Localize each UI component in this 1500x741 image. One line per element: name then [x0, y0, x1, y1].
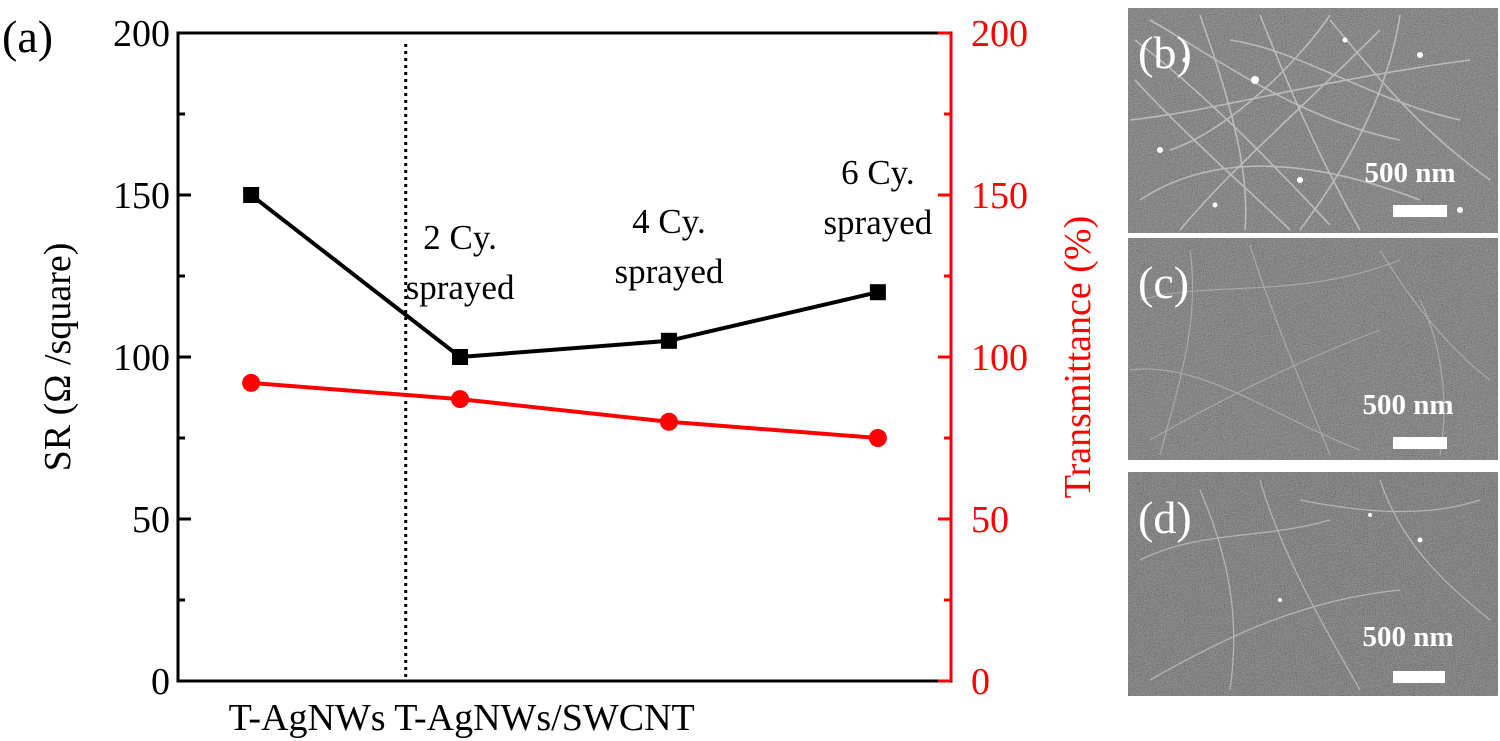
- series-line-sr: [249, 193, 879, 360]
- left-tick-label: 0: [151, 661, 170, 703]
- transmittance-point: [451, 390, 470, 409]
- panel-label-a: (a): [2, 11, 53, 62]
- x-group-label: T-AgNWs: [229, 697, 386, 739]
- y-axis-title-left: SR (Ω /square): [37, 243, 79, 472]
- scale-bar-label-b: 500 nm: [1364, 157, 1455, 189]
- sr-point: [869, 284, 886, 301]
- annotation-text: 6 Cy.: [841, 153, 915, 192]
- annotation-text: sprayed: [406, 268, 515, 307]
- scale-bar-d: [1393, 671, 1445, 683]
- x-group-label: T-AgNWs/SWCNT: [394, 697, 694, 739]
- left-axis: 0 50 100 150 200: [113, 13, 191, 703]
- transmittance-point: [868, 429, 887, 447]
- nanowire-network-c: [1129, 244, 1491, 456]
- nanowire-network-b: [1129, 14, 1491, 231]
- right-tick-label: 50: [971, 499, 1009, 541]
- y-axis-title-right: Transmittance (%): [1057, 216, 1099, 498]
- right-axis: 0 50 100 150 200: [938, 13, 1028, 703]
- series-line-transmittance: [250, 380, 879, 440]
- panel-label-b: (b): [1138, 27, 1192, 78]
- particles-d: [1278, 513, 1423, 602]
- right-tick-label: 150: [971, 175, 1028, 217]
- series-layer: [242, 187, 887, 447]
- x-axis-labels: T-AgNWs T-AgNWs/SWCNT: [229, 697, 695, 739]
- transmittance-point: [242, 373, 261, 392]
- left-tick-label: 50: [132, 499, 170, 541]
- left-tick-label: 100: [113, 337, 170, 379]
- nanowire-network-d: [1139, 479, 1491, 691]
- sem-panel-b: (b) 500 nm: [1128, 8, 1498, 233]
- scale-bar-label-c: 500 nm: [1362, 389, 1453, 421]
- sr-point: [243, 187, 260, 203]
- sem-panel-c: (c) 500 nm: [1128, 238, 1498, 460]
- plot-frame: [176, 31, 953, 683]
- chart-a: 0 50 100 150 200 0 50 100 150 200 2 Cy. sprayed 4 …: [37, 13, 1099, 739]
- scale-bar-b: [1393, 205, 1447, 217]
- scale-bar-c: [1393, 437, 1447, 449]
- sr-point: [660, 332, 677, 349]
- left-tick-label: 150: [113, 175, 170, 217]
- sem-panel-d: (d) 500 nm: [1128, 472, 1498, 696]
- particles-b: [1157, 37, 1463, 213]
- sem-texture-c: [1128, 238, 1498, 460]
- panel-label-c: (c): [1138, 257, 1189, 308]
- annotation-text: 4 Cy.: [632, 202, 706, 241]
- annotation-text: sprayed: [823, 203, 932, 242]
- transmittance-point: [659, 412, 678, 431]
- annotation-text: sprayed: [615, 252, 724, 291]
- right-tick-label: 100: [971, 337, 1028, 379]
- right-tick-label: 0: [971, 661, 990, 703]
- panel-label-d: (d): [1138, 492, 1192, 543]
- right-tick-label: 200: [971, 13, 1028, 55]
- scale-bar-label-d: 500 nm: [1362, 621, 1453, 653]
- sr-point: [452, 349, 469, 365]
- annotations: 2 Cy. sprayed 4 Cy. sprayed 6 Cy. sprayed: [406, 153, 933, 307]
- sem-texture-b: [1128, 8, 1498, 233]
- left-tick-label: 200: [113, 13, 170, 55]
- annotation-text: 2 Cy.: [423, 218, 497, 257]
